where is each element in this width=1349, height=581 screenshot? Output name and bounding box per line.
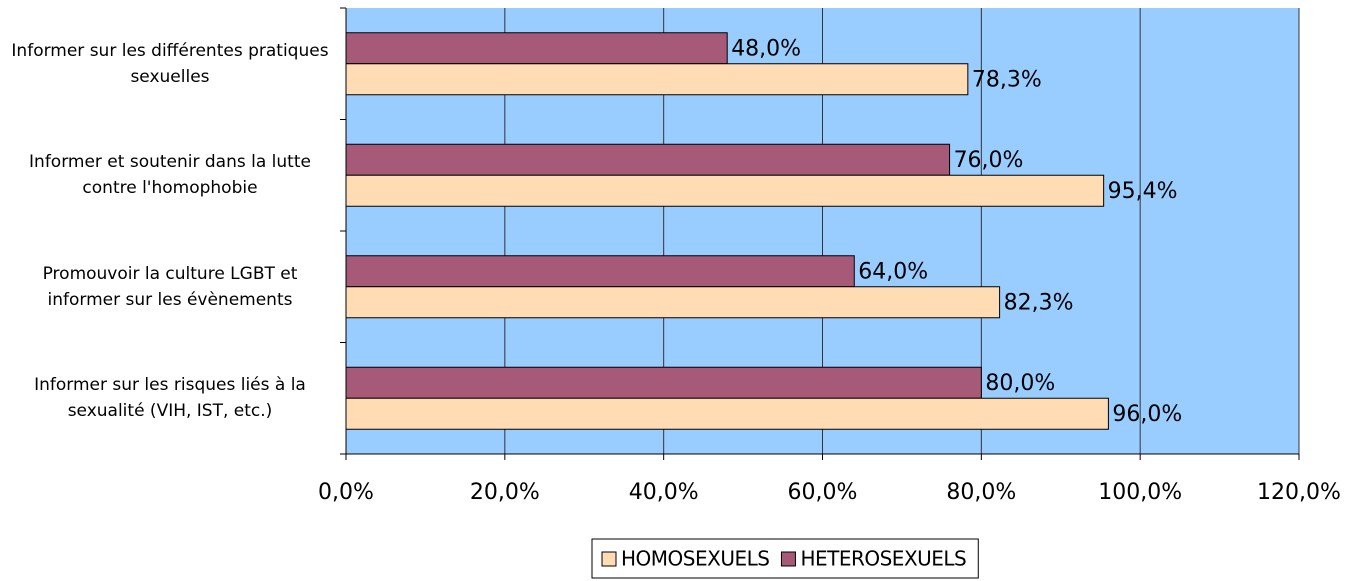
x-tick-label: 80,0% bbox=[946, 480, 1016, 505]
value-label: 64,0% bbox=[858, 259, 928, 284]
bar bbox=[345, 255, 855, 288]
value-label: 48,0% bbox=[731, 36, 801, 61]
x-tick-label: 120,0% bbox=[1257, 480, 1341, 505]
category-label: Informer et soutenir dans la lutte contr… bbox=[29, 152, 311, 199]
category-label: Promouvoir la culture LGBT et informer s… bbox=[42, 263, 298, 310]
x-tick-label: 60,0% bbox=[788, 480, 858, 505]
x-tick-label: 100,0% bbox=[1098, 480, 1182, 505]
category-label: Informer sur les risques liés à la sexua… bbox=[34, 375, 306, 422]
legend-swatch bbox=[601, 551, 617, 567]
bar bbox=[345, 174, 1105, 207]
bar bbox=[345, 63, 969, 96]
value-label: 82,3% bbox=[1004, 290, 1074, 315]
value-label: 95,4% bbox=[1108, 179, 1178, 204]
value-label: 80,0% bbox=[985, 371, 1055, 396]
value-label: 78,3% bbox=[972, 67, 1042, 92]
legend-swatch bbox=[780, 551, 796, 567]
legend-label: HOMOSEXUELS bbox=[621, 547, 769, 571]
x-tick-label: 40,0% bbox=[629, 480, 699, 505]
bar bbox=[345, 366, 982, 399]
legend-label: HETEROSEXUELS bbox=[800, 547, 966, 571]
bar bbox=[345, 286, 1001, 319]
x-tick-label: 0,0% bbox=[318, 480, 374, 505]
bar bbox=[345, 397, 1109, 430]
value-label: 96,0% bbox=[1112, 402, 1182, 427]
category-label: Informer sur les différentes pratiques s… bbox=[11, 40, 329, 87]
bar bbox=[345, 32, 728, 65]
bar bbox=[345, 143, 951, 176]
x-tick-label: 20,0% bbox=[470, 480, 540, 505]
value-label: 76,0% bbox=[954, 148, 1024, 173]
